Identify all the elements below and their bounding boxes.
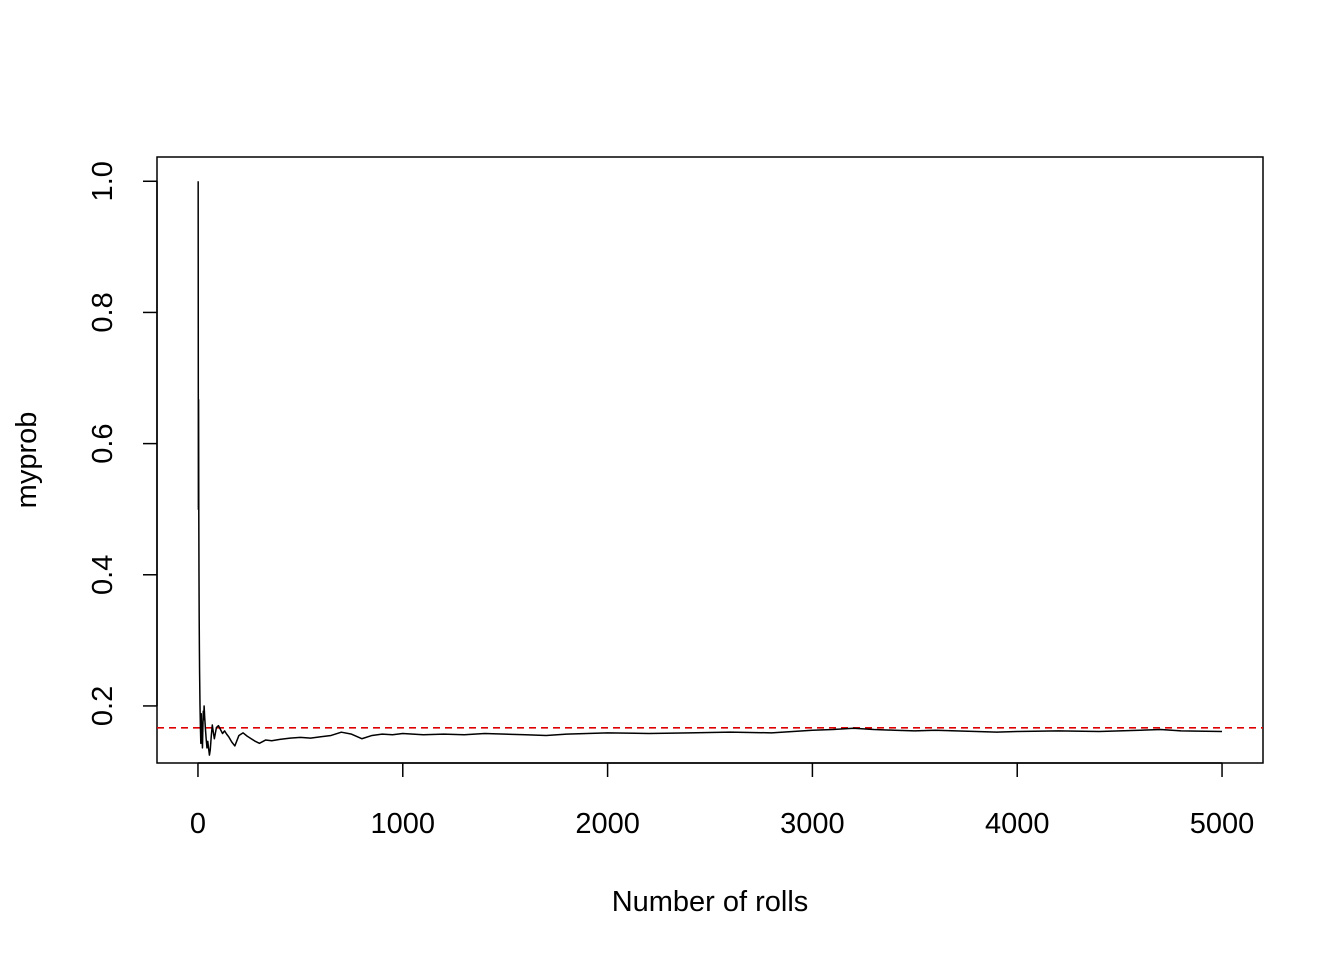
plot-box	[156, 156, 1264, 764]
x-tick-label: 2000	[575, 808, 640, 840]
x-axis-label: Number of rolls	[612, 886, 809, 918]
y-axis: 0.2 0.4 0.6 0.8 1.0	[87, 161, 158, 726]
y-tick-label: 0.8	[87, 292, 119, 332]
x-tick-label: 1000	[371, 808, 436, 840]
x-tick-label: 3000	[780, 808, 845, 840]
y-tick-label: 0.4	[87, 555, 119, 595]
y-tick-label: 1.0	[87, 161, 119, 201]
x-tick-label: 5000	[1190, 808, 1255, 840]
x-axis: 0 1000 2000 3000 4000 5000	[190, 762, 1255, 840]
x-tick-label: 4000	[985, 808, 1050, 840]
y-tick-label: 0.2	[87, 686, 119, 726]
y-axis-label: myprob	[11, 412, 43, 509]
plot-area	[157, 181, 1263, 756]
series-line	[197, 181, 1223, 756]
y-tick-label: 0.6	[87, 423, 119, 463]
x-tick-label: 0	[190, 808, 206, 840]
